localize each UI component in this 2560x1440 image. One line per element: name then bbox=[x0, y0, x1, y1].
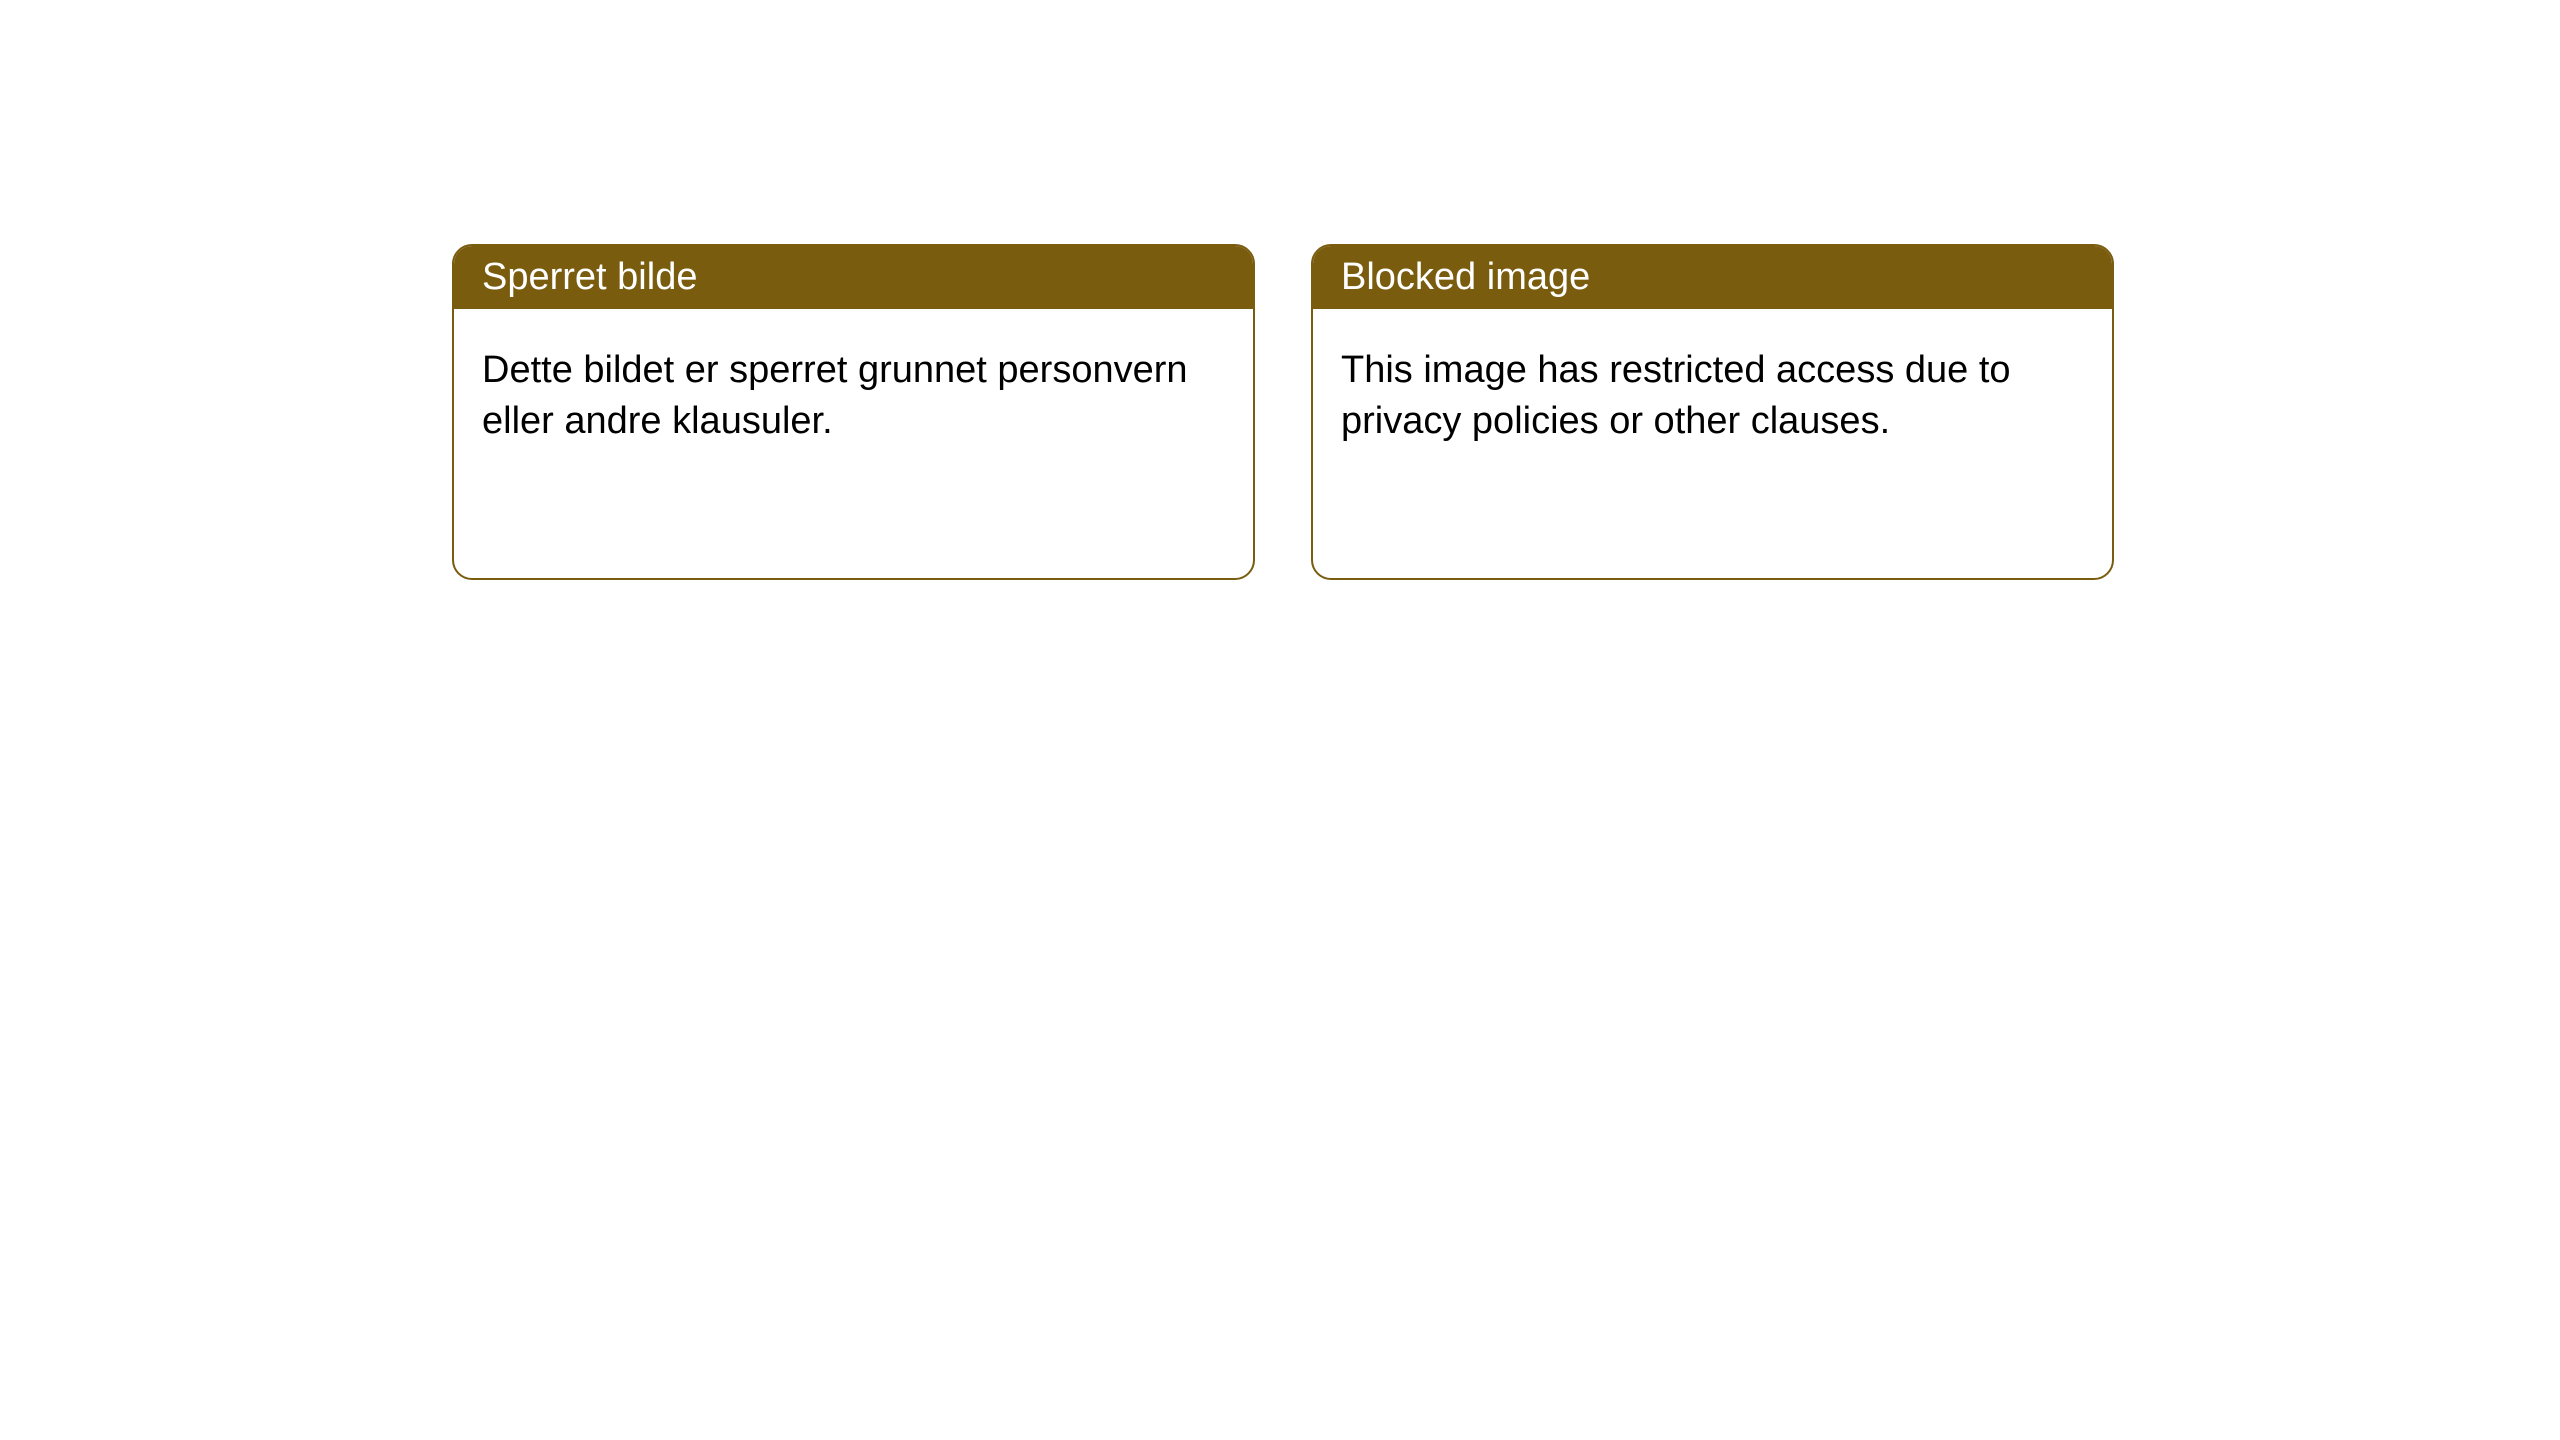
notice-body: Dette bildet er sperret grunnet personve… bbox=[454, 309, 1253, 484]
notice-container: Sperret bilde Dette bildet er sperret gr… bbox=[0, 0, 2560, 580]
notice-header: Blocked image bbox=[1313, 246, 2112, 309]
notice-card-english: Blocked image This image has restricted … bbox=[1311, 244, 2114, 580]
notice-title: Sperret bilde bbox=[482, 256, 697, 298]
notice-message: Dette bildet er sperret grunnet personve… bbox=[482, 349, 1188, 442]
notice-message: This image has restricted access due to … bbox=[1341, 349, 2011, 442]
notice-title: Blocked image bbox=[1341, 256, 1590, 298]
notice-card-norwegian: Sperret bilde Dette bildet er sperret gr… bbox=[452, 244, 1255, 580]
notice-body: This image has restricted access due to … bbox=[1313, 309, 2112, 484]
notice-header: Sperret bilde bbox=[454, 246, 1253, 309]
